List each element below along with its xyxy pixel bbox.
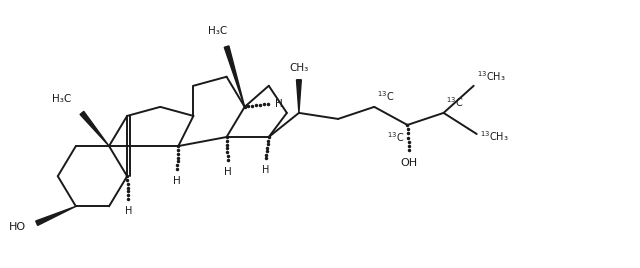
Text: CH₃: CH₃ — [289, 62, 308, 73]
Text: H: H — [173, 176, 181, 186]
Text: $^{13}$CH₃: $^{13}$CH₃ — [477, 69, 506, 83]
Polygon shape — [36, 206, 76, 225]
Text: $^{13}$C: $^{13}$C — [377, 90, 395, 103]
Text: $^{13}$C: $^{13}$C — [446, 95, 463, 109]
Polygon shape — [80, 111, 109, 146]
Text: H: H — [275, 99, 282, 109]
Text: H: H — [125, 206, 132, 216]
Text: OH: OH — [401, 158, 418, 168]
Text: $^{13}$CH₃: $^{13}$CH₃ — [481, 129, 509, 143]
Polygon shape — [224, 46, 244, 107]
Text: $^{13}$C: $^{13}$C — [387, 130, 404, 144]
Text: HO: HO — [10, 222, 26, 232]
Text: H: H — [262, 165, 269, 175]
Polygon shape — [296, 80, 301, 113]
Text: H₃C: H₃C — [208, 26, 227, 36]
Text: H₃C: H₃C — [52, 94, 71, 104]
Text: H: H — [224, 167, 232, 177]
